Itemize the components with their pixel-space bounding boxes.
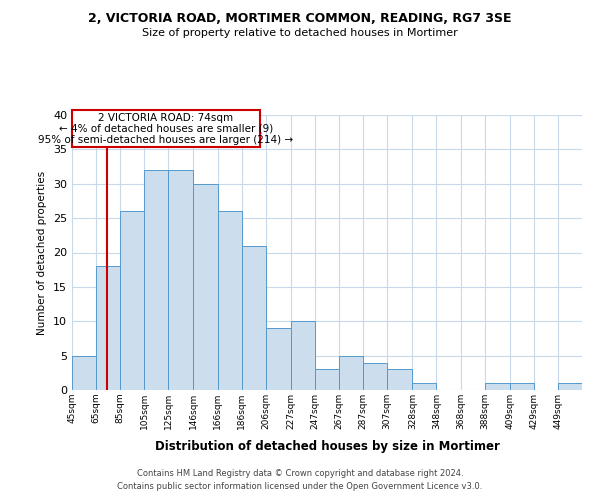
- Bar: [558, 383, 582, 390]
- Text: ← 4% of detached houses are smaller (9): ← 4% of detached houses are smaller (9): [59, 124, 273, 134]
- Bar: [72, 356, 96, 390]
- Text: 2, VICTORIA ROAD, MORTIMER COMMON, READING, RG7 3SE: 2, VICTORIA ROAD, MORTIMER COMMON, READI…: [88, 12, 512, 26]
- Bar: [168, 170, 193, 390]
- Bar: [96, 266, 120, 390]
- Text: Contains HM Land Registry data © Crown copyright and database right 2024.: Contains HM Land Registry data © Crown c…: [137, 468, 463, 477]
- FancyBboxPatch shape: [72, 110, 260, 148]
- Bar: [120, 211, 144, 390]
- X-axis label: Distribution of detached houses by size in Mortimer: Distribution of detached houses by size …: [155, 440, 499, 454]
- Text: 95% of semi-detached houses are larger (214) →: 95% of semi-detached houses are larger (…: [38, 135, 293, 145]
- Bar: [339, 356, 363, 390]
- Text: Size of property relative to detached houses in Mortimer: Size of property relative to detached ho…: [142, 28, 458, 38]
- Bar: [266, 328, 291, 390]
- Y-axis label: Number of detached properties: Number of detached properties: [37, 170, 47, 334]
- Bar: [412, 383, 436, 390]
- Text: 2 VICTORIA ROAD: 74sqm: 2 VICTORIA ROAD: 74sqm: [98, 113, 233, 123]
- Bar: [144, 170, 168, 390]
- Bar: [291, 322, 315, 390]
- Bar: [363, 362, 387, 390]
- Bar: [218, 211, 242, 390]
- Bar: [510, 383, 534, 390]
- Bar: [387, 370, 412, 390]
- Text: Contains public sector information licensed under the Open Government Licence v3: Contains public sector information licen…: [118, 482, 482, 491]
- Bar: [485, 383, 510, 390]
- Bar: [315, 370, 339, 390]
- Bar: [193, 184, 218, 390]
- Bar: [242, 246, 266, 390]
